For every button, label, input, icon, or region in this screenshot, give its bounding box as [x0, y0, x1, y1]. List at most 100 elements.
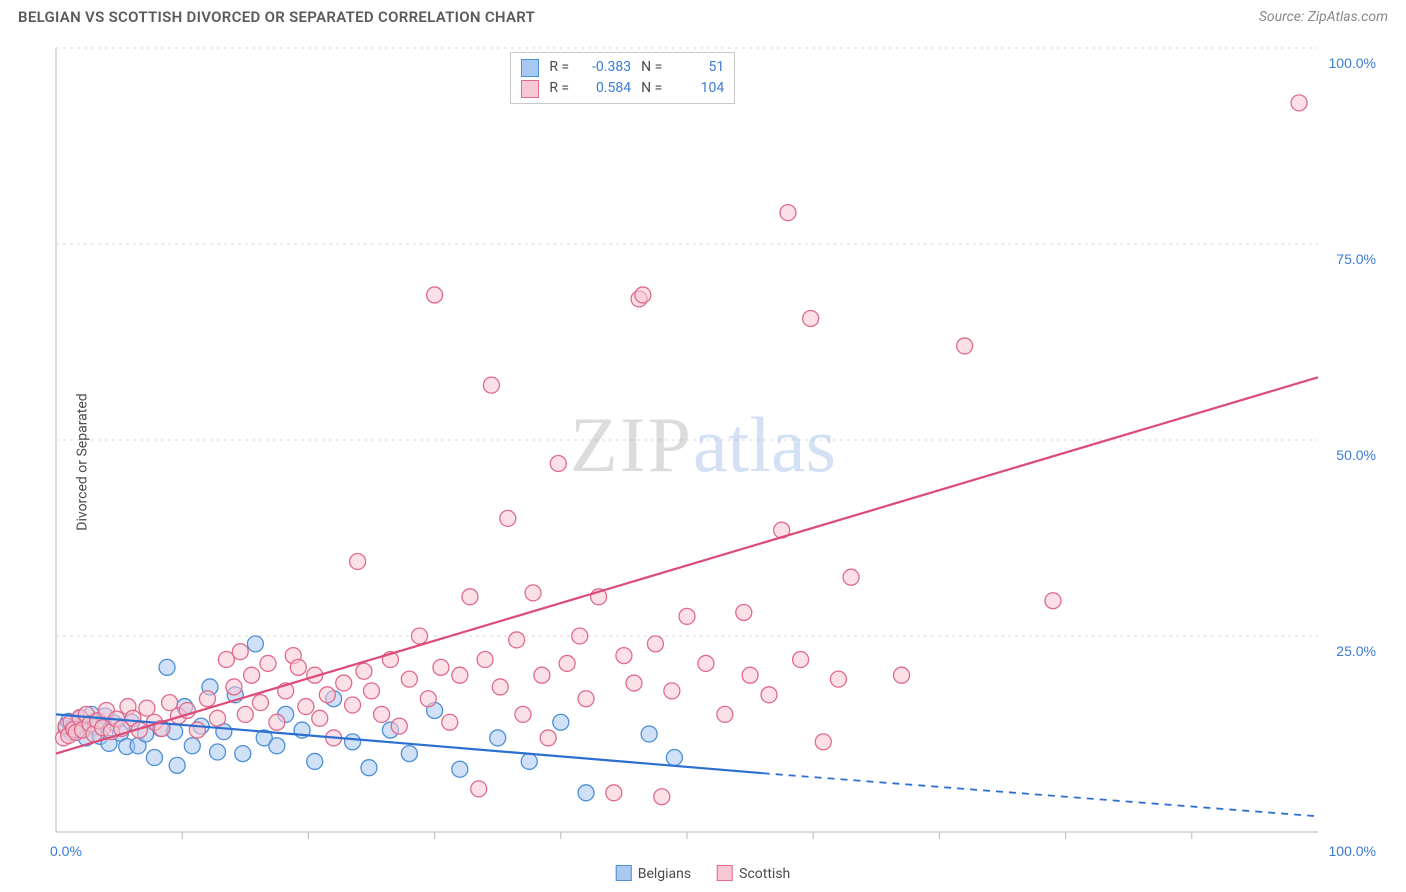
data-point	[509, 632, 525, 648]
legend-item: Scottish	[717, 865, 790, 882]
y-axis-label: Divorced or Separated	[75, 393, 91, 530]
correlation-legend: R = -0.383 N = 51R = 0.584 N = 104	[510, 52, 735, 104]
data-point	[350, 554, 366, 570]
data-point	[500, 510, 516, 526]
corr-r-value: 0.584	[579, 78, 631, 99]
data-point	[803, 310, 819, 326]
data-point	[232, 644, 248, 660]
data-point	[184, 738, 200, 754]
legend-swatch	[616, 865, 632, 881]
data-point	[210, 710, 226, 726]
data-point	[260, 655, 276, 671]
data-point	[698, 655, 714, 671]
data-point	[780, 205, 796, 221]
svg-text:100.0%: 100.0%	[1329, 843, 1376, 859]
corr-n-value: 104	[672, 78, 724, 99]
data-point	[269, 738, 285, 754]
data-point	[616, 648, 632, 664]
data-point	[471, 781, 487, 797]
chart-container: Divorced or Separated ZIPatlas 25.0%50.0…	[18, 40, 1388, 884]
chart-source: Source: ZipAtlas.com	[1259, 9, 1388, 25]
corr-r-value: -0.383	[579, 57, 631, 78]
data-point	[401, 671, 417, 687]
data-point	[307, 753, 323, 769]
data-point	[252, 695, 268, 711]
scatter-plot: 25.0% 50.0% 75.0% 100.0% 0.0% 100.0%	[18, 40, 1388, 880]
data-point	[139, 700, 155, 716]
data-point	[159, 659, 175, 675]
data-point	[534, 667, 550, 683]
data-point	[226, 679, 242, 695]
data-point	[647, 636, 663, 652]
legend-swatch	[717, 865, 733, 881]
data-point	[391, 718, 407, 734]
data-point	[793, 652, 809, 668]
data-point	[606, 785, 622, 801]
legend-label: Scottish	[739, 866, 790, 882]
trend-line	[56, 714, 763, 773]
data-point	[364, 683, 380, 699]
corr-r-label: R =	[549, 57, 569, 78]
correlation-row: R =0.584N =104	[521, 78, 724, 99]
data-point	[462, 589, 478, 605]
svg-text:100.0%: 100.0%	[1329, 55, 1376, 71]
correlation-row: R = -0.383 N = 51	[521, 57, 724, 78]
trend-line	[56, 377, 1318, 753]
data-point	[146, 750, 162, 766]
data-point	[442, 714, 458, 730]
data-point	[361, 760, 377, 776]
data-point	[290, 659, 306, 675]
data-point	[679, 608, 695, 624]
data-point	[452, 761, 468, 777]
data-point	[235, 746, 251, 762]
legend-item: Belgians	[616, 865, 691, 882]
data-point	[312, 710, 328, 726]
data-point	[559, 655, 575, 671]
series-legend: Belgians Scottish	[616, 865, 791, 882]
data-point	[717, 706, 733, 722]
data-point	[169, 757, 185, 773]
corr-n-value: 51	[672, 57, 724, 78]
data-point	[345, 697, 361, 713]
data-point	[210, 744, 226, 760]
legend-swatch	[521, 80, 539, 98]
legend-swatch	[521, 59, 539, 77]
data-point	[572, 628, 588, 644]
data-point	[189, 722, 205, 738]
data-point	[761, 687, 777, 703]
chart-title: BELGIAN VS SCOTTISH DIVORCED OR SEPARATE…	[18, 8, 535, 26]
svg-text:50.0%: 50.0%	[1336, 447, 1376, 463]
data-point	[452, 667, 468, 683]
corr-n-label: N =	[641, 57, 662, 78]
data-point	[345, 734, 361, 750]
data-point	[237, 706, 253, 722]
corr-r-label: R =	[549, 78, 569, 99]
data-point	[525, 585, 541, 601]
chart-header: BELGIAN VS SCOTTISH DIVORCED OR SEPARATE…	[0, 0, 1406, 32]
trend-line-extrapolated	[763, 773, 1318, 816]
data-point	[830, 671, 846, 687]
svg-text:25.0%: 25.0%	[1336, 643, 1376, 659]
data-point	[815, 734, 831, 750]
data-point	[578, 691, 594, 707]
data-point	[411, 628, 427, 644]
data-point	[247, 636, 263, 652]
data-point	[477, 652, 493, 668]
svg-text:75.0%: 75.0%	[1336, 251, 1376, 267]
data-point	[736, 604, 752, 620]
data-point	[433, 659, 449, 675]
data-point	[298, 699, 314, 715]
data-point	[635, 287, 651, 303]
svg-text:0.0%: 0.0%	[50, 843, 82, 859]
data-point	[199, 691, 215, 707]
data-point	[244, 667, 260, 683]
data-point	[401, 746, 417, 762]
data-point	[540, 730, 556, 746]
data-point	[490, 730, 506, 746]
data-point	[626, 675, 642, 691]
data-point	[654, 789, 670, 805]
data-point	[336, 675, 352, 691]
data-point	[427, 287, 443, 303]
data-point	[515, 706, 531, 722]
data-point	[553, 714, 569, 730]
